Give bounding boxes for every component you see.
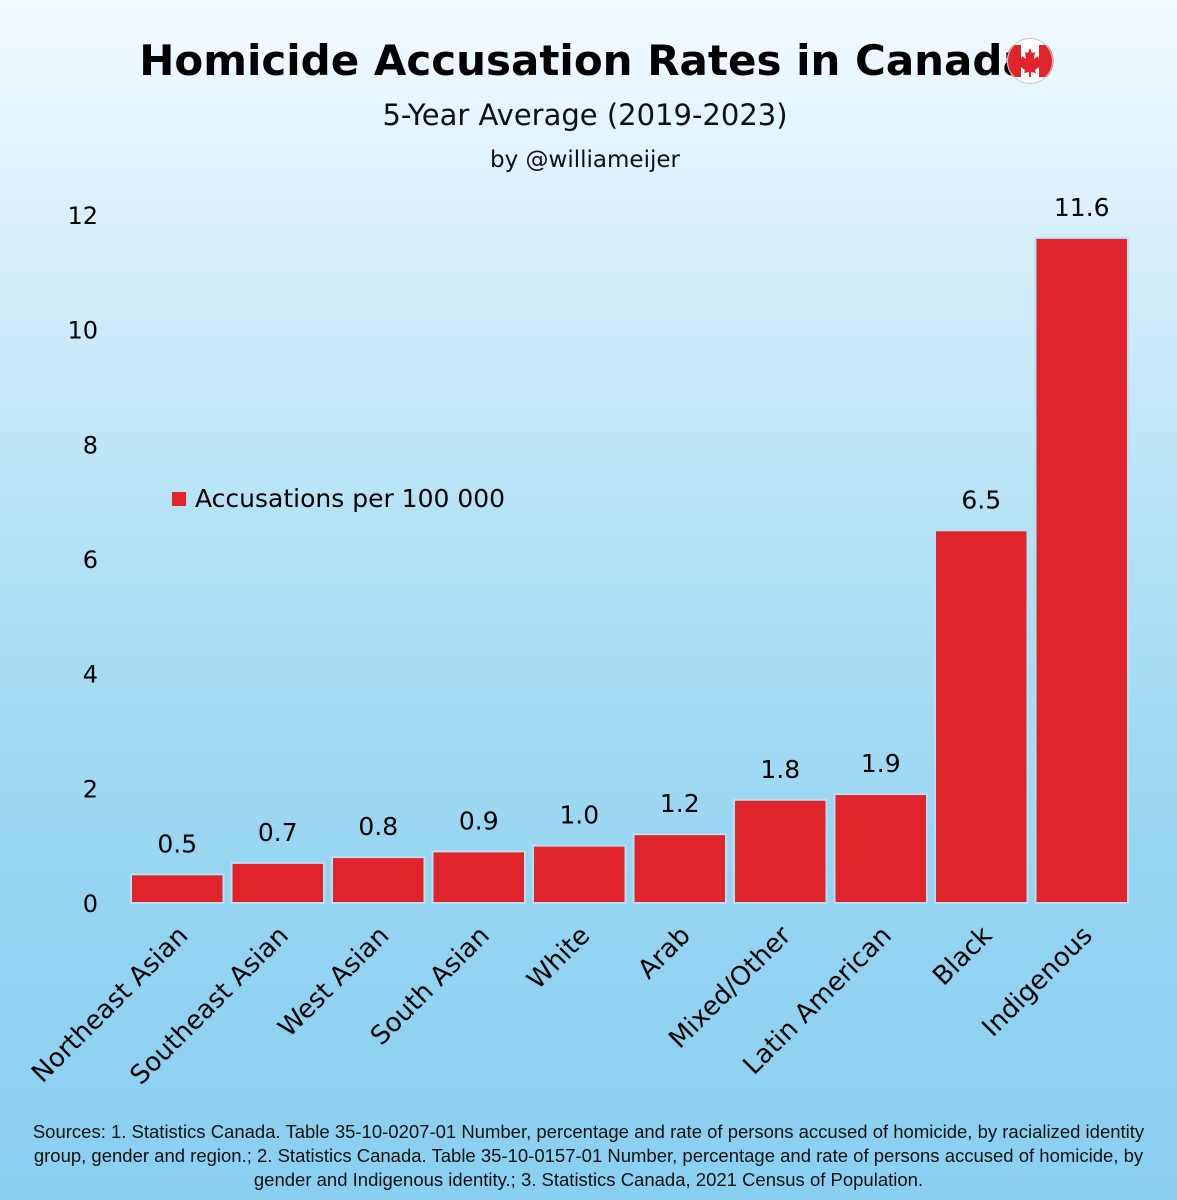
bar-value-label: 1.0 — [559, 801, 599, 830]
bar — [632, 833, 727, 905]
x-tick-label: Arab — [632, 921, 696, 985]
chart-header: Homicide Accusation Rates in Canada 5-Ye… — [139, 36, 1054, 173]
legend-label: Accusations per 100 000 — [195, 484, 505, 513]
y-tick-label: 12 — [67, 202, 98, 230]
bar-series — [130, 236, 1129, 905]
y-tick-label: 2 — [83, 775, 98, 803]
chart-legend: Accusations per 100 000 — [172, 484, 505, 513]
chart-subtitle: 5-Year Average (2019-2023) — [382, 98, 787, 132]
bar — [1034, 236, 1129, 904]
bar — [230, 861, 325, 904]
bar — [934, 529, 1029, 904]
bar-value-label: 0.5 — [157, 829, 197, 858]
bar — [532, 844, 627, 905]
bar-value-label: 1.8 — [760, 755, 800, 784]
y-axis: 0 2 4 6 8 10 12 — [67, 202, 98, 918]
chart-credit: by @williameijer — [490, 147, 680, 173]
legend-swatch — [172, 492, 186, 506]
bar — [431, 850, 526, 905]
x-tick-label: Black — [927, 921, 998, 992]
y-tick-label: 0 — [83, 890, 98, 918]
bar-value-label: 0.9 — [459, 806, 499, 835]
y-tick-label: 8 — [83, 431, 98, 459]
bar — [331, 856, 426, 905]
bar-value-label: 1.2 — [660, 789, 700, 818]
bar-value-label: 0.7 — [258, 818, 298, 847]
chart-title: Homicide Accusation Rates in Canada — [139, 36, 1031, 85]
y-tick-label: 10 — [67, 317, 98, 345]
bar-value-label: 6.5 — [961, 485, 1001, 514]
x-tick-label: White — [522, 921, 597, 996]
canada-flag-icon — [1006, 38, 1054, 84]
y-tick-label: 6 — [83, 546, 98, 574]
bar — [733, 798, 828, 904]
bar-value-label: 0.8 — [358, 812, 398, 841]
bar-value-label: 1.9 — [861, 749, 901, 778]
bar — [130, 873, 225, 904]
bar-value-label: 11.6 — [1054, 193, 1110, 222]
data-labels: 0.5 0.7 0.8 0.9 1.0 1.2 1.8 1.9 6.5 11.6 — [157, 193, 1109, 858]
y-tick-label: 4 — [83, 661, 98, 689]
sources-note: Sources: 1. Statistics Canada. Table 35-… — [32, 1121, 1145, 1190]
bar — [833, 793, 928, 904]
